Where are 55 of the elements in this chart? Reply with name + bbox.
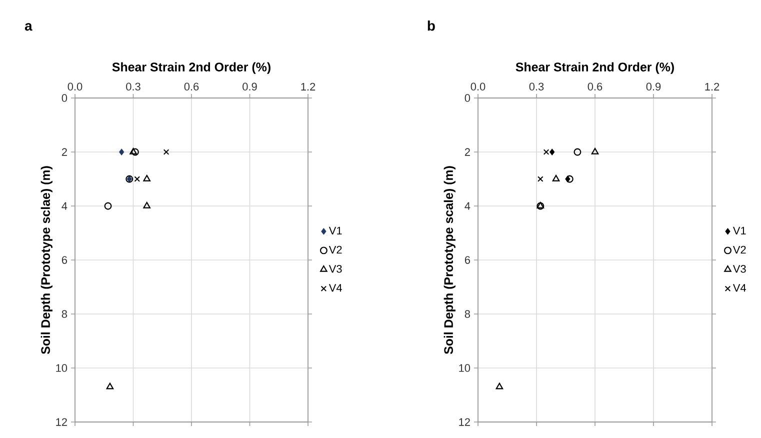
y-tick-label: 0 bbox=[464, 94, 470, 102]
legend-label: V2 bbox=[328, 246, 342, 254]
x-tick-label: 0.9 bbox=[646, 82, 661, 90]
point bbox=[543, 149, 550, 155]
legend-label: V3 bbox=[732, 264, 746, 273]
x-tick-label: 0.3 bbox=[126, 82, 140, 90]
y-tick-label: 10 bbox=[56, 364, 68, 372]
x-tick-label: 0.6 bbox=[184, 82, 199, 90]
y-tick-label: 0 bbox=[62, 94, 68, 102]
y-tick-label: 4 bbox=[62, 202, 68, 210]
legend-label: V3 bbox=[328, 264, 342, 273]
legend-label: V2 bbox=[732, 246, 746, 254]
x-axis-title: Shear Strain 2nd Order (%) bbox=[516, 62, 674, 74]
legend-label: V1 bbox=[328, 226, 342, 234]
legend-label: V4 bbox=[328, 284, 342, 292]
y-tick-label: 12 bbox=[459, 418, 470, 426]
x-tick-label: 0.6 bbox=[588, 82, 602, 90]
point bbox=[104, 202, 112, 210]
point bbox=[574, 148, 582, 156]
x-tick-label: 0.9 bbox=[242, 82, 257, 90]
legend-label: V1 bbox=[732, 226, 746, 234]
y-tick-label: 6 bbox=[464, 256, 470, 264]
chart-title: a bbox=[24, 23, 32, 31]
y-tick-label: 12 bbox=[56, 418, 67, 426]
point bbox=[591, 148, 599, 154]
y-tick-label: 8 bbox=[62, 310, 68, 318]
x-tick-label: 0.0 bbox=[470, 82, 486, 90]
y-axis-title: Soil Depth (Prototype scale) (m) bbox=[444, 166, 456, 354]
chart-title: b bbox=[428, 20, 435, 31]
y-tick-label: 2 bbox=[62, 148, 67, 156]
point bbox=[143, 174, 150, 182]
y-axis-title: Soil Depth (Prototype sclae) (m) bbox=[40, 166, 52, 354]
point bbox=[496, 382, 504, 390]
x-axis-title: Shear Strain 2nd Order (%) bbox=[112, 62, 270, 74]
y-tick-label: 8 bbox=[464, 310, 470, 318]
point bbox=[143, 202, 150, 208]
point bbox=[552, 174, 560, 182]
x-tick-label: 1.2 bbox=[705, 82, 720, 90]
x-tick-label: 1.2 bbox=[301, 82, 316, 90]
point bbox=[550, 148, 555, 156]
point bbox=[134, 176, 140, 182]
point bbox=[106, 382, 114, 390]
y-tick-label: 6 bbox=[62, 256, 68, 264]
point bbox=[131, 148, 139, 156]
point bbox=[566, 175, 574, 183]
y-tick-label: 2 bbox=[464, 148, 470, 156]
y-tick-label: 10 bbox=[459, 364, 470, 372]
point bbox=[163, 149, 170, 155]
point bbox=[119, 148, 124, 156]
legend-label: V4 bbox=[732, 284, 746, 292]
x-tick-label: 0.3 bbox=[529, 82, 544, 90]
point bbox=[538, 176, 544, 182]
y-tick-label: 4 bbox=[464, 202, 470, 210]
x-tick-label: 0.0 bbox=[68, 82, 82, 90]
point bbox=[130, 148, 137, 154]
